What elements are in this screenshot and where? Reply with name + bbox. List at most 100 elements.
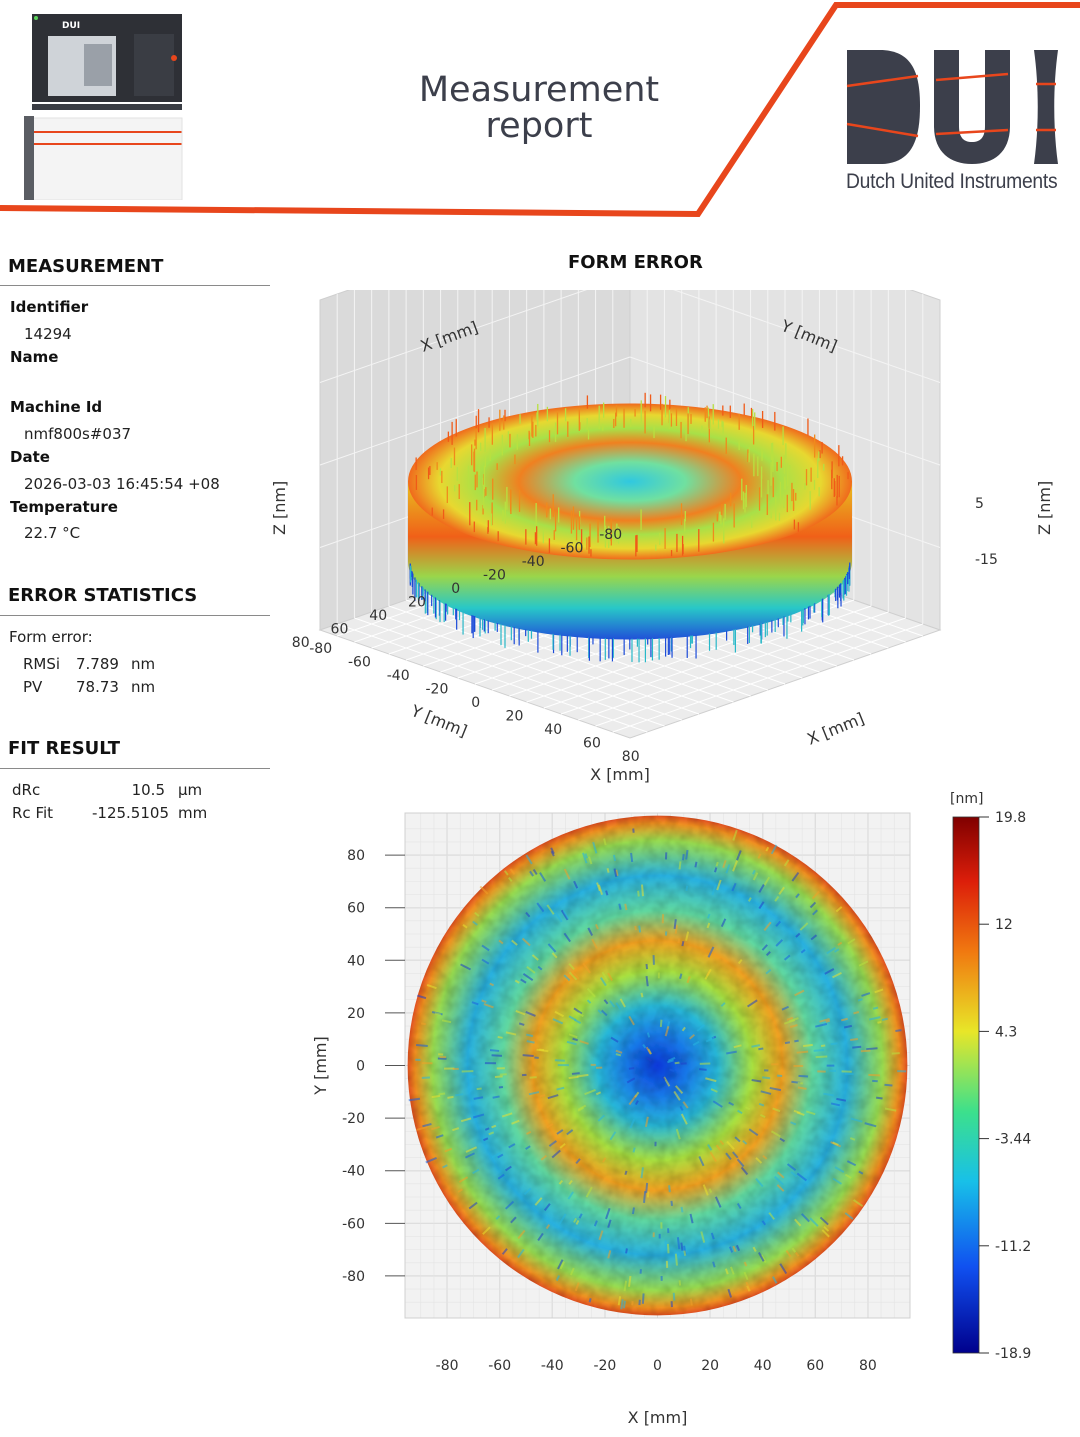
error-speckle: [757, 853, 762, 859]
error-speckle: [430, 1125, 440, 1131]
error-speckle: [481, 958, 490, 965]
rmsi-unit: nm: [131, 655, 156, 673]
error-speckle: [558, 1179, 564, 1185]
error-speckle: [554, 1010, 565, 1018]
error-speckle: [630, 852, 634, 863]
error-speckle: [834, 1166, 845, 1174]
error-speckle: [532, 868, 538, 875]
error-speckle: [789, 1024, 798, 1029]
error-speckle: [605, 1208, 611, 1220]
error-speckle: [811, 890, 820, 900]
error-speckle: [724, 1268, 729, 1275]
error-speckle: [472, 1113, 485, 1119]
error-speckle: [501, 1248, 508, 1255]
colorbar-tick-label: 19.8: [995, 810, 1026, 826]
colorbar-tick-label: -3.44: [995, 1132, 1031, 1148]
error-speckle: [563, 932, 571, 943]
error-speckle: [447, 1095, 454, 1099]
error-speckle: [510, 1216, 517, 1224]
error-speckle: [680, 1206, 684, 1213]
error-speckle: [619, 998, 626, 1008]
error-speckle: [540, 1154, 548, 1161]
x-axis-label-front: X [mm]: [804, 709, 866, 749]
error-speckle: [760, 1254, 767, 1264]
error-speckle: [573, 1007, 583, 1015]
error-speckle: [603, 999, 609, 1005]
error-speckle: [860, 1049, 871, 1053]
error-speckle: [853, 1199, 864, 1207]
error-speckle: [482, 1226, 491, 1235]
error-speckle: [678, 1280, 682, 1286]
wall-gridline: [629, 356, 941, 466]
error-speckle: [514, 979, 520, 984]
error-speckle: [521, 937, 531, 947]
error-speckle: [707, 1144, 713, 1151]
error-speckle: [736, 1158, 745, 1168]
error-speckle: [699, 1068, 707, 1071]
error-speckle: [769, 1086, 782, 1092]
error-speckle: [708, 1188, 713, 1193]
error-speckle: [483, 1003, 494, 1009]
error-speckle: [858, 1170, 864, 1175]
error-speckle: [704, 968, 712, 980]
error-speckle: [518, 1022, 525, 1026]
error-speckle: [795, 1252, 800, 1257]
error-speckle: [726, 1140, 735, 1150]
machine-id-value: nmf800s#037: [24, 425, 132, 443]
error-speckle: [525, 1145, 531, 1150]
floor-gridline: [595, 617, 906, 727]
error-speckle: [610, 1036, 619, 1043]
heatmap-plot: -80 -60 -40 -20 0 20 40 60 80 80 60 40 20 0 -20 -40 -60 -…: [311, 791, 1031, 1427]
error-speckle: [525, 911, 531, 918]
x-tick-label: -40: [541, 1358, 564, 1374]
error-speckle: [501, 1112, 513, 1118]
report-title-line2: report: [485, 106, 593, 146]
x-axis-label-bottom: X [mm]: [590, 765, 650, 784]
error-speckle: [622, 1300, 626, 1309]
error-speckle: [685, 885, 689, 891]
error-speckle: [615, 869, 619, 877]
fit-result-heading: FIT RESULT: [8, 738, 121, 759]
error-speckle: [725, 1152, 732, 1160]
error-speckle: [536, 902, 545, 913]
error-speckle: [601, 971, 609, 982]
error-speckle: [826, 946, 836, 955]
error-speckle: [431, 1094, 441, 1099]
error-speckle: [628, 1067, 635, 1070]
error-speckle: [547, 943, 557, 953]
error-speckle: [645, 963, 649, 970]
error-speckle: [760, 1090, 772, 1095]
rmsi-label: RMSi: [23, 655, 61, 673]
error-speckle: [819, 1216, 829, 1226]
error-speckle: [588, 856, 593, 865]
error-speckle: [823, 1092, 834, 1097]
x-tick-label: 60: [583, 736, 601, 752]
error-speckle: [661, 1076, 666, 1081]
error-speckle: [526, 1040, 535, 1044]
colorbar-tick-label: -11.2: [995, 1239, 1031, 1255]
error-speckle: [515, 1009, 526, 1016]
error-speckle: [866, 1047, 878, 1051]
error-speckle: [617, 1296, 622, 1306]
x-tick-label: -60: [488, 1358, 511, 1374]
error-speckle: [568, 1075, 579, 1080]
error-speckle: [755, 1157, 763, 1164]
error-speckle: [689, 1213, 694, 1224]
error-speckle: [641, 1293, 645, 1304]
error-speckle: [802, 1043, 813, 1048]
error-speckle: [632, 1147, 636, 1153]
error-speckle: [615, 1053, 622, 1057]
error-speckle: [674, 1253, 679, 1266]
error-speckle: [458, 1176, 469, 1183]
error-speckle: [875, 1096, 883, 1100]
colorbar-tick-label: 4.3: [995, 1024, 1017, 1040]
error-speckle: [571, 970, 580, 980]
error-speckle: [763, 876, 771, 886]
error-speckle: [794, 1218, 802, 1227]
y-tick-label: 40: [347, 953, 365, 969]
error-speckle: [790, 1171, 798, 1178]
error-speckle: [468, 1201, 478, 1210]
error-speckle: [675, 1128, 681, 1140]
error-speckle: [720, 918, 727, 928]
error-speckle: [508, 876, 513, 882]
